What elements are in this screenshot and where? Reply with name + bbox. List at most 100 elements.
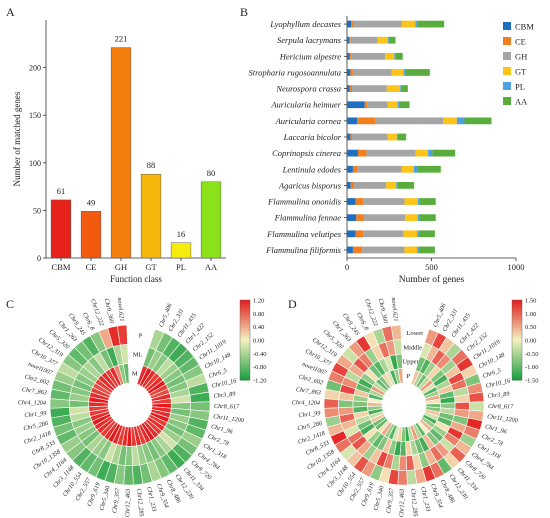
d-colorbar-segment (512, 326, 522, 329)
a-y-tick-label: 100 (29, 159, 41, 168)
c-colorbar-tick: -1.20 (253, 378, 267, 385)
c-gene-label-chr12-285: Chr12_285 (135, 488, 145, 517)
c-colorbar-segment (240, 338, 250, 341)
b-x-tick-label: 1000 (508, 262, 525, 272)
d-cell (397, 368, 404, 384)
c-gene-label-chr4-1204: Chr4_1204 (18, 399, 46, 407)
c-colorbar-segment (240, 364, 250, 367)
a-data-label-aa: 80 (207, 168, 216, 178)
c-colorbar-tick: -0.80 (253, 364, 267, 371)
b-bar-flammulina-velutipes-aa (418, 230, 435, 238)
d-colorbar-segment (512, 336, 522, 339)
b-bar-neurospora-crassa-gh (352, 85, 387, 92)
c-gene-label-chr6-5: Chr6_5 (208, 367, 228, 380)
b-bar-serpula-lacrymans-ce (349, 36, 351, 44)
b-bar-flammulina-ononidis-gh (363, 198, 405, 205)
b-bar-flammulina-filiformis-pl (417, 246, 419, 254)
b-bar-flammulina-ononidis-aa (419, 198, 436, 205)
d-colorbar-segment (512, 358, 522, 361)
d-ring-label-upper: Upper (402, 359, 419, 366)
b-bar-stropharia-rugosoannulata-aa (405, 69, 430, 76)
b-bar-flammulina-ononidis-pl (417, 198, 420, 205)
b-bar-auricularia-heimuer-aa (399, 101, 410, 109)
c-gene-label-chr3-89: Chr3_89 (213, 391, 236, 400)
d-cell (468, 401, 485, 412)
c-gene-label-chr5-340: Chr5_340 (98, 484, 111, 511)
d-gene-label-chr7-863: Chr7_863 (295, 386, 321, 396)
b-legend-label-pl: PL (515, 82, 525, 92)
b-bar-flammulina-velutipes-gh (363, 230, 404, 238)
d-colorbar-tick: 0.50 (525, 324, 536, 331)
d-ring-label-p: P (407, 373, 411, 380)
c-colorbar-segment (240, 374, 250, 377)
d-colorbar-segment (512, 318, 522, 321)
c-gene-label-novel-621: novel.621 (116, 297, 125, 322)
b-legend-swatch-ce (503, 37, 511, 45)
a-x-tick-label-aa: AA (205, 262, 218, 272)
c-colorbar-segment (240, 366, 250, 369)
a-data-label-pl: 16 (177, 229, 186, 239)
a-y-tick-label: 200 (29, 64, 41, 73)
panel-a-label: A (6, 5, 15, 19)
panel-c-circular-heatmap: Chr5_406Chr2_331Chr11_435Chr1_422Chr2_15… (18, 297, 267, 517)
b-legend-swatch-cbm (503, 22, 511, 30)
b-bar-agaricus-bisporus-cbm (347, 182, 351, 189)
b-bar-laccaria-bicolor-pl (396, 133, 398, 141)
b-y-tick-label-stropharia-rugosoannulata: Stropharia rugosoannulata (249, 67, 342, 77)
b-bar-coprinopsis-cinerea-ce (357, 149, 367, 157)
b-legend-label-cbm: CBM (515, 22, 534, 32)
c-colorbar-segment (240, 376, 250, 379)
c-colorbar-segment (240, 350, 250, 353)
d-gene-label-chr3-89: Chr3_89 (487, 391, 510, 400)
b-bar-lentinula-edodes-gh (357, 165, 402, 173)
b-bar-auricularia-cornea-ce (357, 117, 376, 125)
d-colorbar-tick: -1.00 (525, 364, 539, 371)
d-colorbar-segment (512, 300, 522, 303)
c-colorbar-tick: 0.00 (253, 338, 264, 345)
b-bar-coprinopsis-cinerea-gt (415, 149, 429, 157)
c-colorbar-segment (240, 324, 250, 327)
b-bar-flammulina-fennae-cbm (347, 214, 357, 222)
d-cell (323, 398, 340, 409)
c-gene-label-chr10-16: Chr10_16 (211, 377, 238, 390)
b-bar-flammulina-velutipes-gt (403, 230, 418, 238)
d-colorbar-segment (512, 344, 522, 347)
c-ring-label-ml: ML (133, 352, 143, 359)
c-colorbar-segment (240, 304, 250, 307)
b-bar-lyophyllum-decastes-aa (417, 20, 445, 28)
b-bar-flammulina-fennae-pl (417, 214, 420, 222)
b-bar-laccaria-bicolor-aa (397, 133, 407, 141)
b-bar-flammulina-fennae-ce (356, 214, 364, 222)
d-colorbar-tick: -1.50 (525, 378, 539, 385)
b-legend-label-gt: GT (515, 67, 527, 77)
b-y-tick-label-auricularia-heimuer: Auricularia heimuer (270, 100, 341, 110)
d-colorbar-segment (512, 312, 522, 315)
d-colorbar-segment (512, 330, 522, 333)
d-colorbar-segment (512, 316, 522, 319)
b-bar-neurospora-crassa-gt (386, 85, 401, 92)
d-colorbar-segment (512, 328, 522, 331)
d-colorbar-segment (512, 348, 522, 351)
d-gene-label-chr11-1200: Chr11_1200 (487, 413, 519, 424)
d-colorbar-segment (512, 314, 522, 317)
b-bar-auricularia-cornea-gh (375, 117, 444, 125)
c-colorbar-segment (240, 362, 250, 365)
b-bar-lyophyllum-decastes-gt (401, 20, 416, 28)
b-bar-agaricus-bisporus-ce (350, 182, 355, 189)
a-bar-pl (170, 242, 192, 259)
c-colorbar-segment (240, 358, 250, 361)
b-bar-lentinula-edodes-gt (401, 165, 414, 173)
b-bar-coprinopsis-cinerea-gh (366, 149, 416, 157)
c-colorbar-segment (240, 368, 250, 371)
b-bar-agaricus-bisporus-aa (398, 182, 415, 189)
c-colorbar-segment (240, 326, 250, 329)
c-ring-label-p: P (139, 332, 143, 339)
b-bar-coprinopsis-cinerea-cbm (347, 149, 358, 157)
b-bar-auricularia-heimuer-gt (387, 101, 398, 109)
d-colorbar-segment (512, 354, 522, 357)
c-colorbar-segment (240, 352, 250, 355)
c-colorbar-segment (240, 332, 250, 335)
a-y-axis-title: Number of matched genes (12, 91, 22, 186)
c-colorbar-tick: -0.40 (253, 351, 267, 358)
